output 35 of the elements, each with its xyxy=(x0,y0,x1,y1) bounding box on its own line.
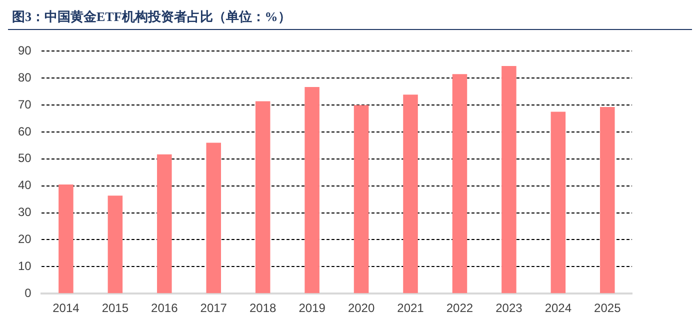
bar xyxy=(502,66,516,294)
bar xyxy=(206,142,222,294)
x-tick-label: 2023 xyxy=(496,301,523,316)
y-tick-label: 90 xyxy=(18,44,32,58)
bar xyxy=(157,154,172,294)
x-tick-label: 2015 xyxy=(102,301,129,316)
x-tick-label: 2024 xyxy=(544,301,572,316)
bar xyxy=(600,106,615,294)
x-tick-label: 2018 xyxy=(249,301,277,316)
x-tick-label: 2025 xyxy=(594,301,622,316)
bar xyxy=(255,101,270,294)
y-tick-label: 60 xyxy=(18,124,32,138)
x-tick-label: 2020 xyxy=(348,301,375,316)
y-tick-label: 40 xyxy=(18,178,32,192)
y-tick-label: 20 xyxy=(18,232,32,246)
x-tick-label: 2019 xyxy=(298,301,326,316)
y-tick-label: 10 xyxy=(18,258,32,273)
bar xyxy=(304,87,320,294)
x-tick-label: 2016 xyxy=(151,301,178,316)
bar xyxy=(403,94,418,294)
x-tick-label: 2017 xyxy=(200,301,228,316)
y-tick-label: 30 xyxy=(18,205,32,220)
bar xyxy=(58,184,74,294)
bar xyxy=(550,112,566,294)
y-tick-label: 50 xyxy=(18,151,32,166)
bar xyxy=(354,105,369,294)
bar xyxy=(108,196,123,294)
y-tick-label: 70 xyxy=(18,97,32,112)
chart-title: 图3：中国黄金ETF机构投资者占比（单位：%） xyxy=(8,8,692,30)
y-tick-label: 80 xyxy=(18,70,32,84)
x-tick-label: 2014 xyxy=(52,301,80,316)
y-tick-label: 0 xyxy=(24,286,32,300)
bar xyxy=(452,74,468,294)
x-tick-label: 2021 xyxy=(397,301,424,316)
x-tick-label: 2022 xyxy=(446,301,474,316)
